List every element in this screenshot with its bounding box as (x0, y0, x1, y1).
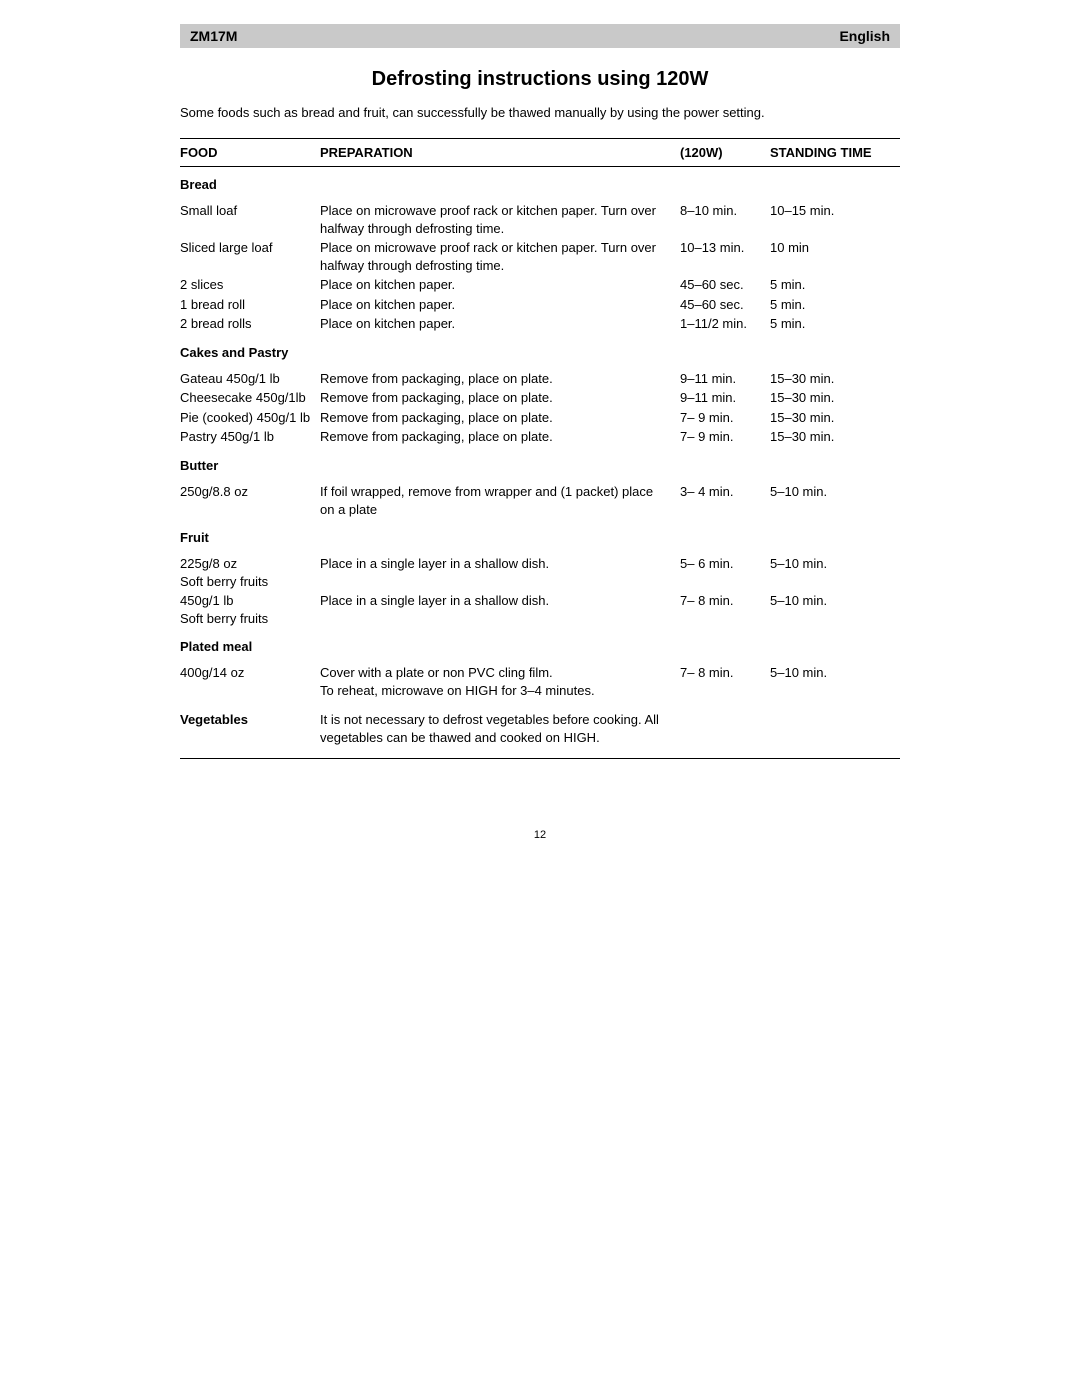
cell-time: 45–60 sec. (680, 276, 770, 294)
cell-prep: Remove from packaging, place on plate. (320, 409, 680, 427)
cell-food: 250g/8.8 oz (180, 483, 320, 501)
cell-prep: Remove from packaging, place on plate. (320, 389, 680, 407)
page-title: Defrosting instructions using 120W (180, 68, 900, 91)
cell-prep: Place in a single layer in a shallow dis… (320, 592, 680, 610)
cell-food: Small loaf (180, 202, 320, 220)
cell-food: Gateau 450g/1 lb (180, 370, 320, 388)
table-header-row: FOOD PREPARATION (120W) STANDING TIME (180, 139, 900, 167)
topbar: ZM17M English (180, 24, 900, 48)
cell-stand: 10 min (770, 239, 900, 257)
section-head: Cakes and Pastry (180, 335, 900, 370)
table-row: Pie (cooked) 450g/1 lbRemove from packag… (180, 409, 900, 429)
cell-prep: Remove from packaging, place on plate. (320, 428, 680, 446)
cell-food: 2 slices (180, 276, 320, 294)
cell-food: Pastry 450g/1 lb (180, 428, 320, 446)
cell-food: Sliced large loaf (180, 239, 320, 257)
cell-time: 9–11 min. (680, 370, 770, 388)
section-head: Bread (180, 167, 900, 202)
cell-time: 7– 9 min. (680, 428, 770, 446)
cell-food: 400g/14 oz (180, 664, 320, 682)
table-body: BreadSmall loafPlace on microwave proof … (180, 167, 900, 748)
col-header-food: FOOD (180, 145, 320, 160)
section-head: Plated meal (180, 629, 900, 664)
table-row: Gateau 450g/1 lbRemove from packaging, p… (180, 370, 900, 390)
col-header-prep: PREPARATION (320, 145, 680, 160)
col-header-stand: STANDING TIME (770, 145, 900, 160)
cell-stand: 15–30 min. (770, 409, 900, 427)
table-row: 2 slicesPlace on kitchen paper.45–60 sec… (180, 276, 900, 296)
cell-stand: 15–30 min. (770, 389, 900, 407)
cell-time: 3– 4 min. (680, 483, 770, 501)
cell-time: 1–11/2 min. (680, 315, 770, 333)
page: ZM17M English Defrosting instructions us… (0, 0, 1080, 841)
cell-time: 45–60 sec. (680, 296, 770, 314)
section-head: Vegetables (180, 711, 320, 729)
intro-text: Some foods such as bread and fruit, can … (180, 105, 900, 120)
table-row: 225g/8 ozSoft berry fruitsPlace in a sin… (180, 555, 900, 592)
cell-food: 450g/1 lbSoft berry fruits (180, 592, 320, 627)
cell-time: 10–13 min. (680, 239, 770, 257)
cell-prep: It is not necessary to defrost vegetable… (320, 711, 680, 746)
cell-stand: 15–30 min. (770, 428, 900, 446)
cell-food: 2 bread rolls (180, 315, 320, 333)
table-row: 250g/8.8 ozIf foil wrapped, remove from … (180, 483, 900, 520)
table-row: Pastry 450g/1 lbRemove from packaging, p… (180, 428, 900, 448)
cell-prep: Place on kitchen paper. (320, 315, 680, 333)
cell-stand: 5–10 min. (770, 664, 900, 682)
cell-prep: Place on kitchen paper. (320, 276, 680, 294)
cell-prep: Place in a single layer in a shallow dis… (320, 555, 680, 573)
cell-stand: 5 min. (770, 296, 900, 314)
table-row: 1 bread rollPlace on kitchen paper.45–60… (180, 296, 900, 316)
cell-prep: Cover with a plate or non PVC cling film… (320, 664, 680, 699)
table-row: Cheesecake 450g/1lbRemove from packaging… (180, 389, 900, 409)
cell-food: Pie (cooked) 450g/1 lb (180, 409, 320, 427)
cell-food: Cheesecake 450g/1lb (180, 389, 320, 407)
cell-time: 9–11 min. (680, 389, 770, 407)
cell-time: 7– 9 min. (680, 409, 770, 427)
cell-time: 5– 6 min. (680, 555, 770, 573)
cell-food: 225g/8 ozSoft berry fruits (180, 555, 320, 590)
cell-stand: 10–15 min. (770, 202, 900, 220)
cell-stand: 5–10 min. (770, 592, 900, 610)
cell-prep: Remove from packaging, place on plate. (320, 370, 680, 388)
cell-stand: 15–30 min. (770, 370, 900, 388)
cell-time: 7– 8 min. (680, 664, 770, 682)
col-header-time: (120W) (680, 145, 770, 160)
table-row: VegetablesIt is not necessary to defrost… (180, 701, 900, 748)
cell-food: 1 bread roll (180, 296, 320, 314)
cell-prep: Place on microwave proof rack or kitchen… (320, 239, 680, 274)
cell-time: 7– 8 min. (680, 592, 770, 610)
table-row: Sliced large loafPlace on microwave proo… (180, 239, 900, 276)
section-head: Fruit (180, 520, 900, 555)
table-row: 450g/1 lbSoft berry fruitsPlace in a sin… (180, 592, 900, 629)
table-row: Small loafPlace on microwave proof rack … (180, 202, 900, 239)
cell-time: 8–10 min. (680, 202, 770, 220)
cell-prep: Place on microwave proof rack or kitchen… (320, 202, 680, 237)
page-number: 12 (180, 829, 900, 841)
table-row: 400g/14 ozCover with a plate or non PVC … (180, 664, 900, 701)
cell-prep: Place on kitchen paper. (320, 296, 680, 314)
language-label: English (839, 28, 890, 44)
cell-prep: If foil wrapped, remove from wrapper and… (320, 483, 680, 518)
table-row: 2 bread rollsPlace on kitchen paper.1–11… (180, 315, 900, 335)
table-bottom-rule (180, 758, 900, 759)
cell-stand: 5 min. (770, 276, 900, 294)
cell-stand: 5–10 min. (770, 483, 900, 501)
section-head: Butter (180, 448, 900, 483)
model-label: ZM17M (190, 28, 237, 44)
cell-stand: 5–10 min. (770, 555, 900, 573)
cell-stand: 5 min. (770, 315, 900, 333)
